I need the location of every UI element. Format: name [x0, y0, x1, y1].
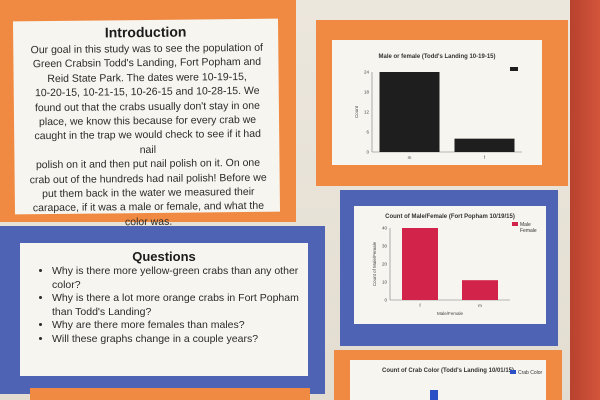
questions-card: Questions Why is there more yellow-green…: [20, 243, 308, 376]
x-axis-label: Male/Female: [437, 311, 464, 316]
chart2-card: Count of Male/Female (Fort Popham 10/19/…: [354, 206, 546, 324]
intro-line: carapace, if it was a male or female, an…: [32, 200, 265, 215]
question-item: Why is there a lot more orange crabs in …: [52, 292, 300, 319]
bar: [379, 72, 440, 152]
x-tick-label: m: [408, 155, 412, 160]
legend-label: Crab Color: [518, 370, 543, 376]
bar: [402, 228, 438, 300]
chart2-legend-entry: Male: [512, 222, 537, 228]
chart3-legend: Crab Color: [510, 370, 542, 376]
chart2-svg: 0 10 20 30 40 f m Count of Male/Female Male/Fema…: [372, 226, 510, 316]
x-tick-label: m: [478, 303, 482, 308]
bar: [454, 138, 515, 152]
intro-card: Introduction Our goal in this study was …: [12, 18, 281, 228]
legend-swatch: [510, 370, 516, 374]
intro-title: Introduction: [104, 23, 187, 41]
chart2-legend: Male Female: [512, 222, 537, 234]
red-wall-edge: [570, 0, 600, 400]
chart1-card: Male or female (Todd's Landing 10-19-15)…: [332, 40, 542, 165]
y-tick-label: 30: [382, 244, 388, 249]
y-axis-label: Count of Male/Female: [372, 241, 377, 286]
y-axis-label: Count: [354, 105, 359, 118]
y-tick-label: 20: [382, 262, 388, 267]
bar: [462, 280, 498, 300]
y-tick-label: 40: [382, 226, 388, 231]
chart2-title: Count of Male/Female (Fort Popham 10/19/…: [385, 214, 515, 220]
legend-swatch: [512, 222, 518, 226]
chart2-legend-entry: Female: [520, 228, 537, 234]
chart1-title: Male or female (Todd's Landing 10-19-15): [378, 54, 496, 60]
legend-label: Male: [520, 222, 531, 228]
question-item: Why are there more females than males?: [52, 319, 300, 333]
y-tick-label: 18: [364, 90, 370, 95]
chart3-bar: [430, 390, 438, 400]
question-item: Will these graphs change in a couple yea…: [52, 333, 300, 347]
legend-label: Female: [520, 228, 537, 234]
intro-text: Our goal in this study was to see the po…: [27, 41, 268, 231]
y-tick-label: 6: [366, 130, 369, 135]
x-tick-label: f: [419, 303, 421, 308]
legend-swatch: [510, 67, 518, 71]
y-tick-label: 0: [384, 298, 387, 303]
x-tick-label: f: [484, 155, 486, 160]
chart3-title: Count of Crab Color (Todd's Landing 10/0…: [382, 368, 514, 374]
question-item: Why is there more yellow-green crabs tha…: [52, 265, 300, 292]
bottom-left-panel: [30, 388, 310, 400]
questions-title: Questions: [132, 249, 196, 264]
chart1-svg: 0 6 12 18 24 m f Count: [354, 67, 522, 160]
questions-list: Why is there more yellow-green crabs tha…: [40, 265, 300, 346]
y-tick-label: 24: [364, 70, 370, 75]
y-tick-label: 10: [382, 280, 388, 285]
intro-line: caught in the trap we would check to see…: [34, 128, 261, 156]
y-tick-label: 0: [366, 150, 369, 155]
chart3-card: Count of Crab Color (Todd's Landing 10/0…: [350, 360, 546, 400]
y-tick-label: 12: [364, 110, 370, 115]
